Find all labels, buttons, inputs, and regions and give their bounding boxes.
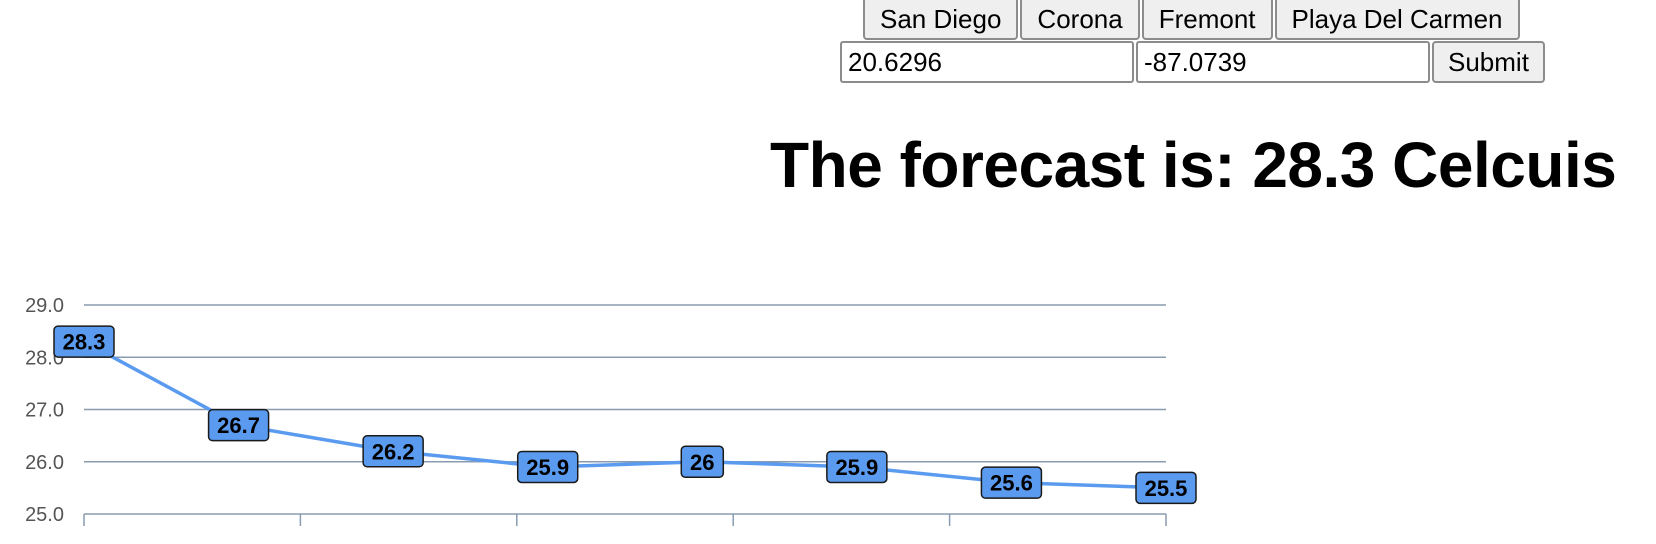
city-button-playa-del-carmen[interactable]: Playa Del Carmen	[1274, 0, 1520, 40]
y-tick-label: 26.0	[25, 452, 64, 474]
submit-button[interactable]: Submit	[1432, 41, 1545, 83]
data-point-marker	[980, 466, 1043, 499]
longitude-input[interactable]	[1136, 41, 1430, 83]
data-point-marker	[826, 450, 888, 484]
city-button-corona[interactable]: Corona	[1020, 0, 1140, 40]
city-button-san-diego[interactable]: San Diego	[863, 0, 1019, 40]
data-label: 25.9	[526, 455, 569, 480]
data-label: 26.2	[372, 439, 415, 464]
coordinate-form: Submit	[840, 41, 1545, 83]
data-point-marker	[1135, 471, 1197, 505]
y-tick-label: 27.0	[25, 400, 64, 422]
data-label: 25.6	[990, 471, 1033, 496]
y-tick-label: 29.0	[25, 295, 64, 317]
city-buttons: San Diego Corona Fremont Playa Del Carme…	[863, 0, 1520, 40]
data-label: 28.3	[63, 330, 106, 355]
data-label: 26.7	[217, 413, 260, 438]
data-point-marker	[362, 435, 424, 468]
forecast-chart: 25.0 26.0 27.0 28.0 29.0 28.3 26.7 26.2 25.9 26 25…	[0, 280, 1200, 544]
forecast-line-chart: 25.026.027.028.029.028.326.726.225.9 26 25…	[25, 295, 1197, 526]
data-label: 25.9	[835, 455, 878, 480]
data-point-marker	[207, 408, 270, 442]
y-tick-label: 25.0	[25, 504, 64, 526]
forecast-heading: The forecast is: 28.3 Celcuis	[770, 129, 1617, 201]
data-label: 25.5	[1145, 476, 1188, 501]
data-point-marker	[53, 325, 115, 358]
data-label: 26	[690, 450, 714, 475]
city-button-fremont[interactable]: Fremont	[1141, 0, 1273, 40]
data-point-marker	[680, 445, 725, 478]
latitude-input[interactable]	[840, 41, 1134, 83]
data-point-marker	[516, 450, 579, 484]
